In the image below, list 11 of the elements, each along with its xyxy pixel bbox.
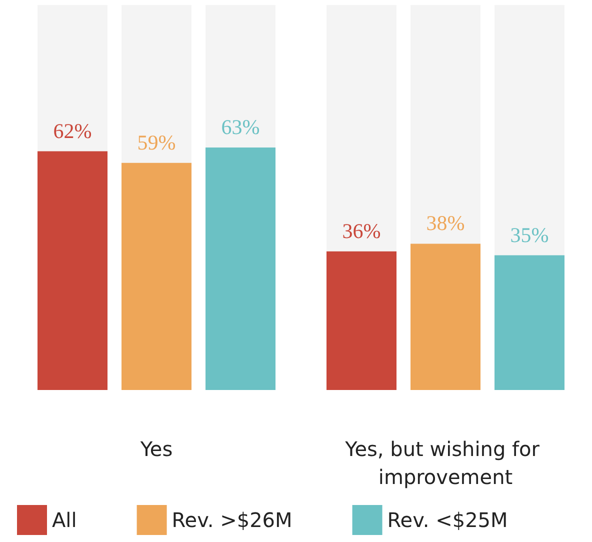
x-tick-label: Yes: [139, 437, 173, 461]
data-label: 35%: [510, 222, 549, 247]
data-label: 59%: [137, 130, 176, 154]
data-label: 63%: [221, 114, 260, 139]
data-label: 36%: [342, 218, 381, 243]
x-tick-label: Yes, but wishing for improvement: [344, 437, 546, 489]
legend-label: Rev. <$25M: [387, 508, 508, 532]
data-label: 38%: [426, 211, 465, 236]
legend-label: Rev. >$26M: [172, 508, 292, 532]
data-label: 62%: [53, 118, 92, 143]
legend-label: All: [52, 508, 77, 532]
